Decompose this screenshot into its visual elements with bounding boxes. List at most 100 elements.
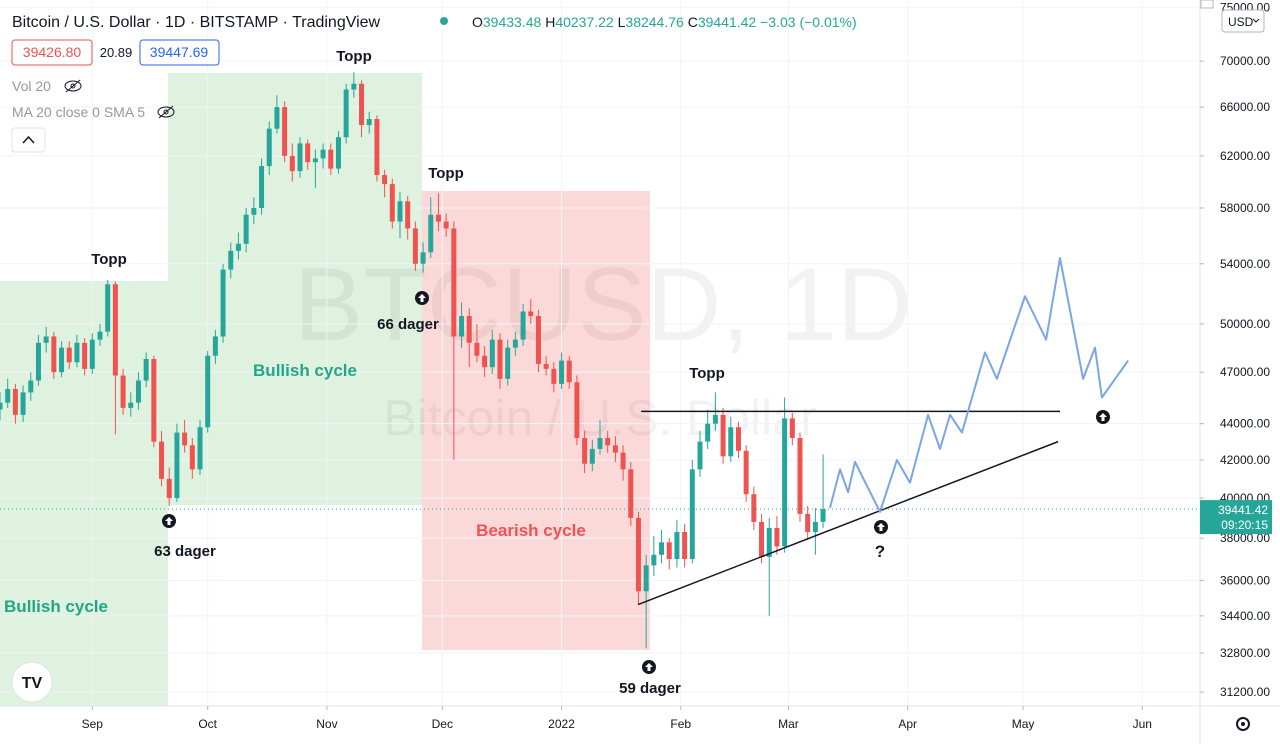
candle-body bbox=[59, 347, 65, 373]
candle-body bbox=[405, 201, 411, 229]
candle-body bbox=[782, 418, 788, 547]
candle-body bbox=[728, 427, 734, 457]
checkbox[interactable] bbox=[1200, 0, 1214, 9]
candle-body bbox=[482, 355, 488, 368]
currency[interactable]: USD bbox=[1228, 15, 1254, 29]
marks bbox=[0, 72, 1200, 649]
annotation: 59 dager bbox=[619, 680, 681, 697]
candle-body bbox=[797, 438, 803, 514]
indicator-label[interactable]: MA 20 close 0 SMA 5 bbox=[12, 104, 145, 120]
candle-body bbox=[774, 527, 780, 547]
candle-body bbox=[697, 441, 703, 470]
candle-body bbox=[374, 118, 380, 176]
x-tick-label: Sep bbox=[82, 717, 104, 731]
candle-body bbox=[805, 513, 811, 533]
sell-price[interactable]: 39426.80 bbox=[23, 44, 82, 60]
candle-body bbox=[451, 228, 457, 337]
currency-button[interactable] bbox=[1221, 9, 1265, 33]
candle-body bbox=[151, 358, 157, 442]
projection-line bbox=[829, 257, 1129, 513]
candle-body bbox=[635, 517, 641, 592]
candle-body bbox=[566, 360, 572, 383]
candle-body bbox=[359, 83, 365, 126]
y-tick-label: 50000.00 bbox=[1220, 317, 1270, 331]
logo-badge[interactable] bbox=[11, 661, 53, 703]
candle-body bbox=[343, 89, 349, 138]
y-tick-label: 44000.00 bbox=[1220, 417, 1270, 431]
arrow-icon bbox=[874, 520, 888, 534]
eye-icon[interactable] bbox=[64, 79, 82, 93]
ohlc-key: O bbox=[472, 14, 483, 30]
currency-caret[interactable] bbox=[1252, 18, 1260, 23]
last-price-label: 39441.42 bbox=[1218, 503, 1268, 517]
candle-body bbox=[459, 316, 465, 337]
candle-body bbox=[689, 469, 695, 559]
candle-body bbox=[559, 360, 565, 384]
ohlc-value: 40237.22 bbox=[555, 14, 614, 30]
candle-body bbox=[528, 311, 534, 317]
arrow-icon bbox=[642, 660, 656, 674]
last-price-box bbox=[1200, 500, 1272, 535]
candle-body bbox=[766, 527, 772, 557]
status-dot bbox=[440, 17, 448, 25]
candle-body bbox=[89, 339, 95, 369]
y-tick-label: 54000.00 bbox=[1220, 257, 1270, 271]
candle-body bbox=[297, 143, 303, 172]
y-tick-label: 58000.00 bbox=[1220, 201, 1270, 215]
candle-body bbox=[643, 565, 649, 592]
bearish-region bbox=[422, 191, 650, 650]
x-tick-label: Dec bbox=[432, 717, 453, 731]
candle-body bbox=[43, 336, 49, 343]
trend-line bbox=[637, 440, 1059, 606]
candle-body bbox=[505, 347, 511, 379]
candle-body bbox=[235, 243, 241, 251]
candle-body bbox=[74, 342, 80, 363]
logo[interactable]: TV bbox=[22, 675, 43, 692]
candle-body bbox=[120, 375, 126, 408]
candle-body bbox=[651, 554, 657, 566]
eye-icon[interactable] bbox=[157, 105, 175, 119]
collapse-button[interactable] bbox=[11, 127, 46, 153]
candle-body bbox=[466, 316, 472, 343]
candle-body bbox=[397, 201, 403, 222]
candle-body bbox=[251, 207, 257, 215]
candle-body bbox=[328, 149, 334, 169]
candle-body bbox=[35, 342, 41, 381]
arrow-icon bbox=[415, 291, 429, 305]
candle-body bbox=[135, 380, 141, 403]
x-tick-label: 2022 bbox=[548, 717, 575, 731]
candle-body bbox=[743, 450, 749, 495]
x-tick-label: Jun bbox=[1133, 717, 1152, 731]
arrow-icon bbox=[1096, 410, 1110, 424]
candle-body bbox=[543, 363, 549, 369]
annotation: Bullish cycle bbox=[4, 597, 108, 616]
settings-icon[interactable] bbox=[1236, 717, 1250, 731]
buy-button[interactable] bbox=[139, 39, 220, 66]
sell-button[interactable] bbox=[11, 39, 93, 66]
y-tick-label: 62000.00 bbox=[1220, 149, 1270, 163]
indicator-label[interactable]: Vol 20 bbox=[12, 78, 51, 94]
candle-body bbox=[789, 418, 795, 439]
collapse-icon[interactable] bbox=[22, 135, 35, 144]
candle-body bbox=[266, 128, 272, 167]
x-tick-label: Feb bbox=[670, 717, 691, 731]
watermark-symbol: BTCUSD, 1D bbox=[294, 247, 912, 363]
candle-body bbox=[382, 175, 388, 185]
annotation: Bullish cycle bbox=[253, 361, 357, 380]
ohlc-value: 39433.48 bbox=[483, 14, 542, 30]
ohlc-key: C bbox=[688, 14, 698, 30]
annotation: 63 dager bbox=[154, 543, 216, 560]
candle-body bbox=[812, 521, 818, 533]
candle-body bbox=[412, 228, 418, 264]
candle-body bbox=[5, 388, 11, 403]
candle-body bbox=[735, 427, 741, 451]
candle-body bbox=[259, 166, 265, 208]
candle-body bbox=[105, 284, 111, 332]
y-tick-label: 66000.00 bbox=[1220, 100, 1270, 114]
bullish-region bbox=[168, 73, 422, 505]
buy-price[interactable]: 39447.69 bbox=[150, 44, 209, 60]
spread: 20.89 bbox=[100, 45, 133, 60]
candle-body bbox=[428, 214, 434, 253]
arrow-icon bbox=[162, 514, 176, 528]
